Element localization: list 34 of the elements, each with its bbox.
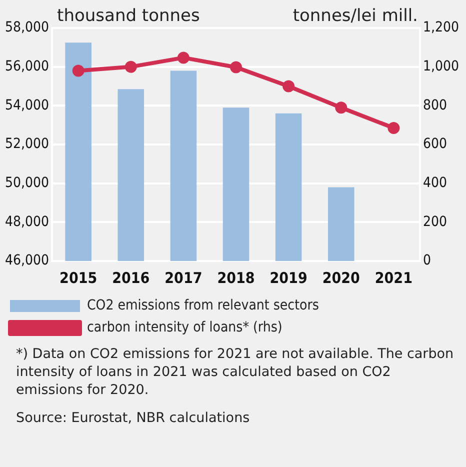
- text: *) Data on CO2 emissions for 2021 are not available. The carbon intensity of loans in 2021 was calculated based on CO2 emissions for 2020.: [16, 345, 455, 399]
- y2-tick-label: 200: [422, 214, 447, 230]
- y-tick-label: 56,000: [4, 58, 50, 74]
- y-axis-title: thousand tonnes: [57, 6, 200, 26]
- y2-tick-label: 0: [422, 252, 431, 269]
- y2-tick-label: 600: [422, 136, 447, 152]
- point: [335, 102, 348, 114]
- y2-tick-label: 800: [422, 97, 447, 114]
- y2-tick-label: 400: [422, 174, 447, 191]
- y-tick-label: 48,000: [4, 214, 50, 230]
- y-tick-label: 52,000: [4, 136, 50, 152]
- x-tick-label: 2019: [270, 268, 308, 287]
- point: [230, 61, 242, 74]
- x-tick-label: 2015: [60, 268, 98, 287]
- y-tick-label: 50,000: [4, 174, 50, 191]
- x-tick-label: 2018: [217, 268, 255, 287]
- point: [124, 60, 137, 73]
- point: [177, 52, 190, 64]
- x-tick-label: 2016: [112, 268, 150, 287]
- legend-label: carbon intensity of loans* (rhs): [87, 320, 282, 336]
- y2-tick-label: 1,000: [422, 58, 459, 74]
- x-tick-label: 2020: [322, 268, 360, 287]
- point: [388, 122, 400, 134]
- x-tick-label: 2021: [374, 268, 412, 287]
- y-tick-label: 54,000: [4, 97, 50, 114]
- y2-tick-label: 1,200: [422, 20, 459, 36]
- legend-label: CO2 emissions from relevant sectors: [87, 298, 319, 314]
- x-tick-label: 2017: [164, 268, 202, 287]
- y-tick-label: 58,000: [4, 20, 50, 36]
- point: [282, 80, 295, 92]
- point: [72, 64, 84, 77]
- source-note: Source: Eurostat, NBR calculations: [16, 409, 251, 427]
- y2-axis-title: tonnes/lei mill.: [292, 6, 418, 26]
- y-tick-label: 46,000: [4, 252, 50, 269]
